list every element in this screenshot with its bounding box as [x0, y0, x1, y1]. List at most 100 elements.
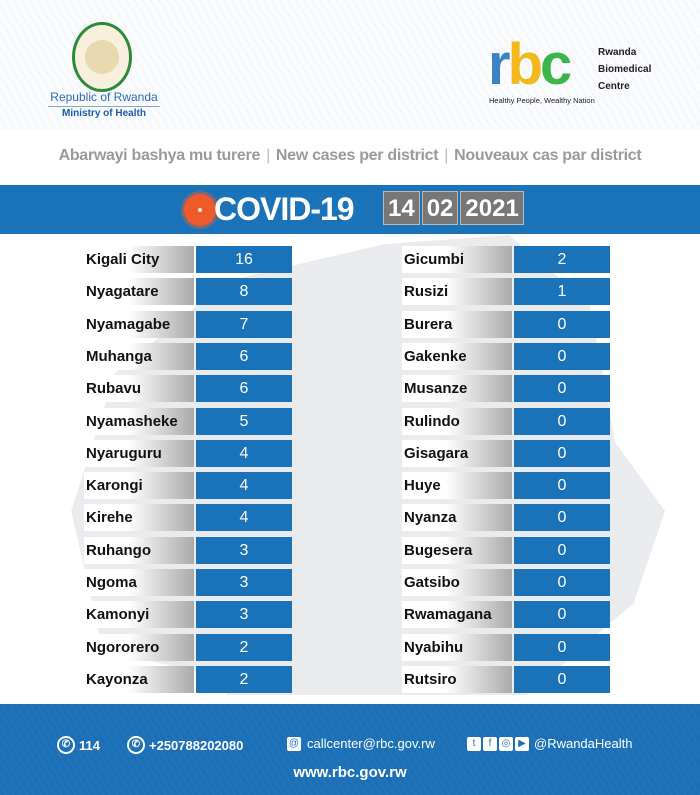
district-name: Gakenke	[402, 342, 512, 370]
subtitle-kinyarwanda: Abarwayi bashya mu turere	[58, 147, 261, 164]
case-count: 0	[514, 472, 610, 500]
district-row: Gakenke 0	[402, 342, 610, 370]
district-row: Huye 0	[402, 472, 610, 500]
case-count: 7	[196, 310, 292, 338]
district-row: Kigali City 16	[84, 246, 292, 273]
email-icon: @	[287, 736, 301, 751]
case-count: 2	[514, 246, 610, 273]
case-count: 0	[514, 536, 610, 564]
case-count: 0	[514, 375, 610, 403]
rbc-name-line: Biomedical	[598, 64, 652, 75]
case-count: 16	[196, 246, 292, 273]
district-row: Rwamagana 0	[402, 601, 610, 629]
district-row: Nyanza 0	[402, 504, 610, 532]
district-name: Kayonza	[84, 665, 194, 693]
district-row: Kirehe 4	[84, 504, 292, 532]
district-row: Gatsibo 0	[402, 569, 610, 596]
district-row: Ruhango 3	[84, 536, 292, 564]
district-name: Huye	[402, 472, 512, 500]
date-month: 02	[421, 191, 459, 225]
subtitle-french: Nouveaux cas par district	[454, 147, 642, 164]
header: Republic of Rwanda Ministry of Health rb…	[0, 0, 700, 130]
district-name: Nyagatare	[84, 278, 194, 306]
whatsapp-icon: ✆	[127, 736, 145, 754]
case-count: 4	[196, 472, 292, 500]
rbc-name-line: Rwanda	[598, 47, 637, 58]
district-name: Ruhango	[84, 536, 194, 564]
email-address: callcenter@rbc.gov.rw	[307, 736, 435, 751]
district-name: Nyaruguru	[84, 439, 194, 467]
date-display: 14 02 2021	[383, 191, 524, 225]
district-row: Rusizi 1	[402, 278, 610, 306]
district-row: Burera 0	[402, 310, 610, 338]
case-count: 3	[196, 601, 292, 629]
email: @ callcenter@rbc.gov.rw	[287, 736, 435, 751]
district-row: Ngororero 2	[84, 633, 292, 661]
website: www.rbc.gov.rw	[293, 764, 407, 781]
subtitle-english: New cases per district	[275, 147, 439, 164]
district-row: Rubavu 6	[84, 375, 292, 403]
virus-icon	[184, 194, 216, 226]
district-row: Nyagatare 8	[84, 278, 292, 306]
district-row: Rutsiro 0	[402, 665, 610, 693]
district-name: Karongi	[84, 472, 194, 500]
footer	[0, 704, 700, 795]
district-name: Gicumbi	[402, 246, 512, 273]
hotline: ✆ 114	[57, 736, 100, 754]
district-row: Karongi 4	[84, 472, 292, 500]
ministry-label: Ministry of Health	[62, 108, 146, 119]
district-row: Nyamagabe 7	[84, 310, 292, 338]
district-name: Rulindo	[402, 407, 512, 435]
case-count: 0	[514, 504, 610, 532]
case-count: 0	[514, 633, 610, 661]
district-row: Gicumbi 2	[402, 246, 610, 273]
case-count: 6	[196, 375, 292, 403]
district-name: Musanze	[402, 375, 512, 403]
case-count: 8	[196, 278, 292, 306]
phone-icon: ✆	[57, 736, 75, 754]
subtitle: Abarwayi bashya mu turere | New cases per …	[58, 147, 642, 164]
district-row: Rulindo 0	[402, 407, 610, 435]
republic-label: Republic of Rwanda	[48, 90, 160, 107]
rbc-logo: rbc	[488, 32, 572, 97]
district-row: Nyabihu 0	[402, 633, 610, 661]
district-name: Rusizi	[402, 278, 512, 306]
social-handle: @RwandaHealth	[534, 736, 633, 751]
case-count: 2	[196, 665, 292, 693]
case-count: 4	[196, 439, 292, 467]
social: t f ◎ ▶ @RwandaHealth	[467, 736, 632, 751]
case-count: 0	[514, 569, 610, 596]
phone-number: +250788202080	[149, 737, 244, 753]
district-name: Kamonyi	[84, 601, 194, 629]
district-row: Musanze 0	[402, 375, 610, 403]
case-count: 0	[514, 439, 610, 467]
banner-title: COVID-19	[214, 191, 355, 227]
rbc-name: Rwanda Biomedical Centre	[598, 44, 651, 95]
twitter-icon: t	[467, 736, 481, 751]
case-count: 0	[514, 310, 610, 338]
district-name: Rutsiro	[402, 665, 512, 693]
district-row: Kamonyi 3	[84, 601, 292, 629]
district-name: Muhanga	[84, 342, 194, 370]
case-count: 3	[196, 536, 292, 564]
district-row: Ngoma 3	[84, 569, 292, 596]
district-name: Ngororero	[84, 633, 194, 661]
district-name: Bugesera	[402, 536, 512, 564]
district-name: Gisagara	[402, 439, 512, 467]
district-name: Ngoma	[84, 569, 194, 596]
rbc-name-line: Centre	[598, 81, 630, 92]
district-name: Kigali City	[84, 246, 194, 273]
case-count: 5	[196, 407, 292, 435]
district-name: Burera	[402, 310, 512, 338]
district-name: Nyabihu	[402, 633, 512, 661]
district-name: Rubavu	[84, 375, 194, 403]
facebook-icon: f	[483, 736, 497, 751]
date-year: 2021	[460, 191, 524, 225]
district-name: Nyanza	[402, 504, 512, 532]
phone: ✆ +250788202080	[127, 736, 243, 754]
district-name: Gatsibo	[402, 569, 512, 596]
case-count: 0	[514, 342, 610, 370]
case-count: 1	[514, 278, 610, 306]
district-row: Nyamasheke 5	[84, 407, 292, 435]
district-row: Nyaruguru 4	[84, 439, 292, 467]
